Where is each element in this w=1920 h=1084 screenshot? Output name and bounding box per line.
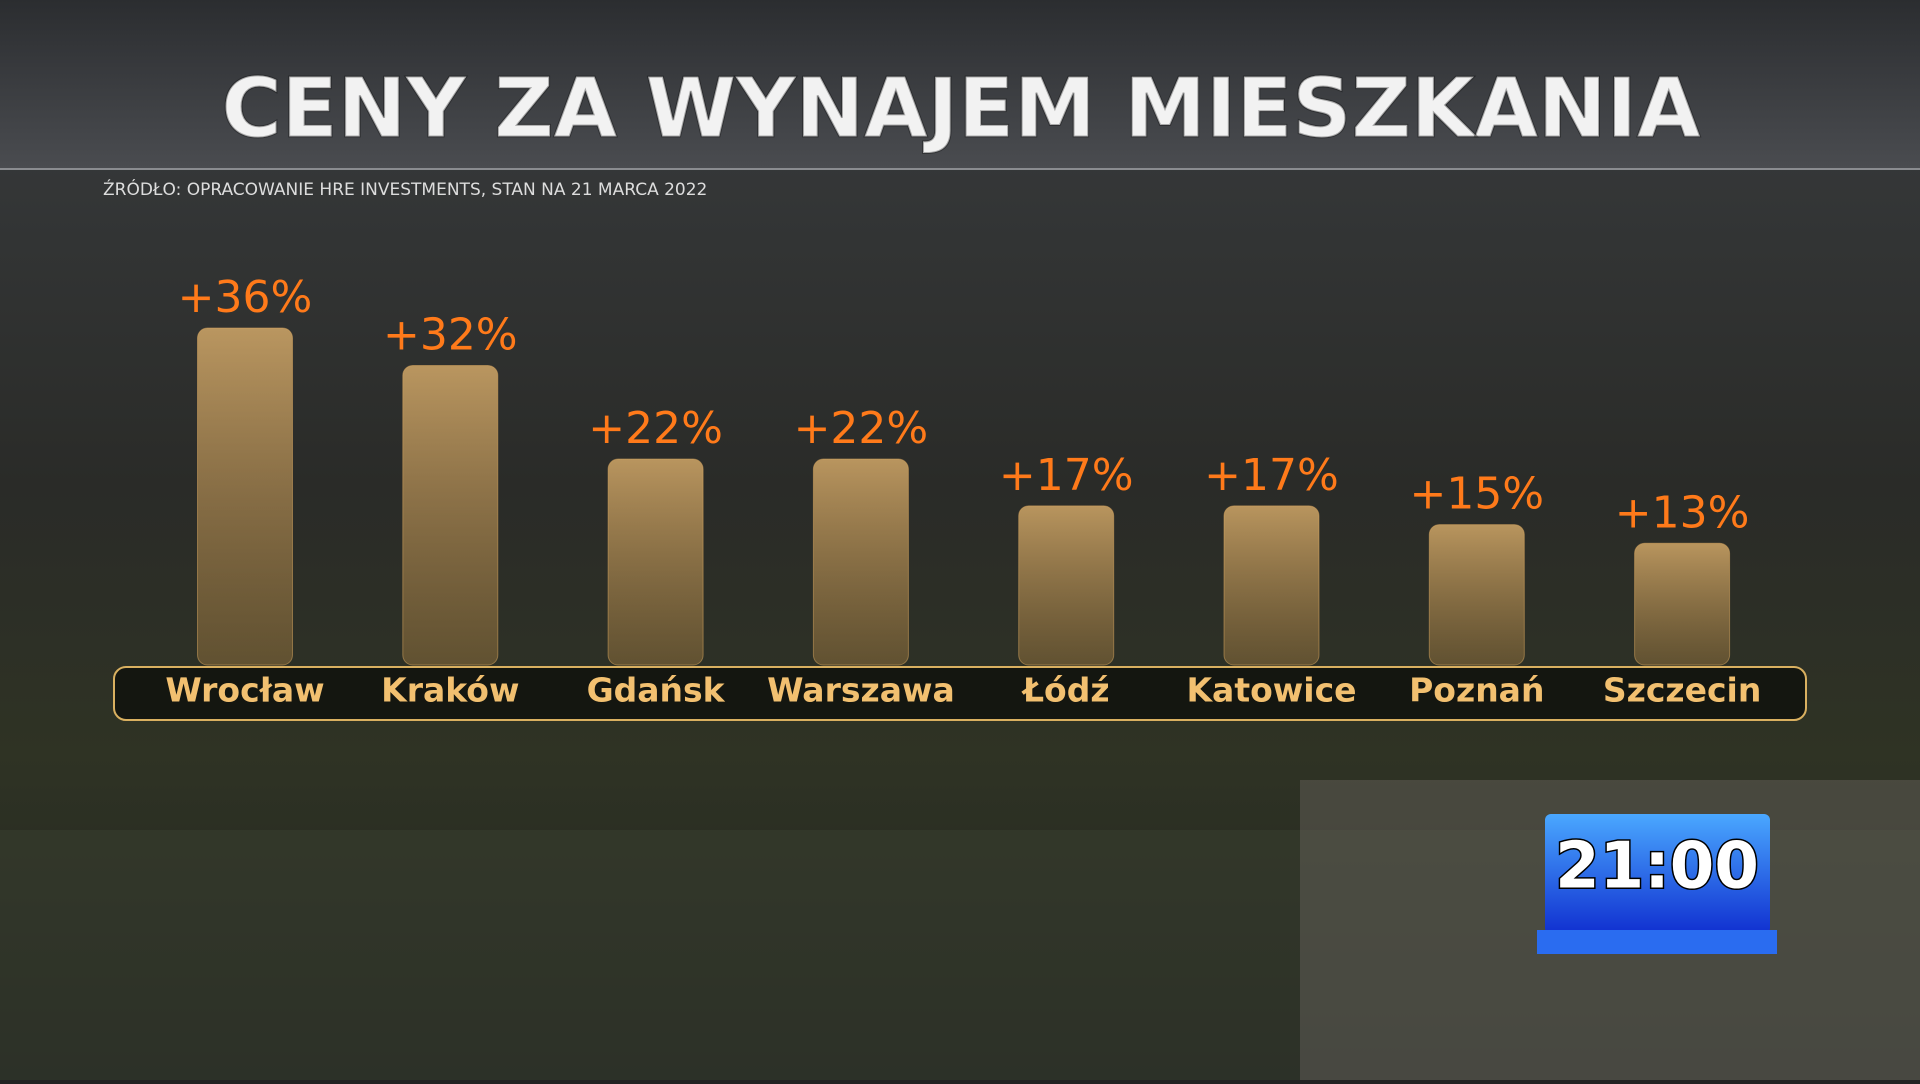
x-tick-label: Poznań: [1409, 671, 1544, 710]
bar: [1018, 505, 1115, 666]
x-tick-label: Katowice: [1186, 671, 1356, 710]
chart-subtitle: ŹRÓDŁO: OPRACOWANIE HRE INVESTMENTS, STA…: [103, 178, 707, 200]
bar: [607, 458, 704, 666]
bar: [197, 327, 293, 666]
value-label: +22%: [588, 403, 723, 454]
bar: [1428, 524, 1525, 666]
value-label: +22%: [794, 403, 929, 454]
x-tick-label: Kraków: [381, 671, 519, 710]
value-label: +36%: [178, 272, 313, 323]
category-band: [113, 666, 1807, 721]
value-label: +15%: [1409, 469, 1544, 520]
value-label: +32%: [383, 309, 518, 360]
x-tick-label: Gdańsk: [587, 671, 726, 710]
x-tick-label: Szczecin: [1603, 671, 1762, 710]
bar: [1223, 505, 1320, 666]
bar: [402, 364, 499, 666]
badge-base: [1537, 930, 1777, 954]
header: [0, 0, 1920, 169]
bar: [812, 458, 909, 666]
x-tick-label: Łódź: [1021, 671, 1110, 710]
chart-title: CENY ZA WYNAJEM MIESZKANIA: [221, 61, 1701, 156]
badge-logo: 21:00: [1537, 814, 1777, 954]
badge-box: [1545, 814, 1770, 934]
x-tick-label: Wrocław: [165, 671, 324, 710]
value-label: +13%: [1615, 487, 1750, 538]
x-tick-label: Warszawa: [767, 671, 955, 710]
value-label: +17%: [999, 450, 1134, 501]
bar: [1634, 542, 1731, 666]
badge-text: 21:00: [1555, 830, 1759, 904]
value-label: +17%: [1204, 450, 1339, 501]
